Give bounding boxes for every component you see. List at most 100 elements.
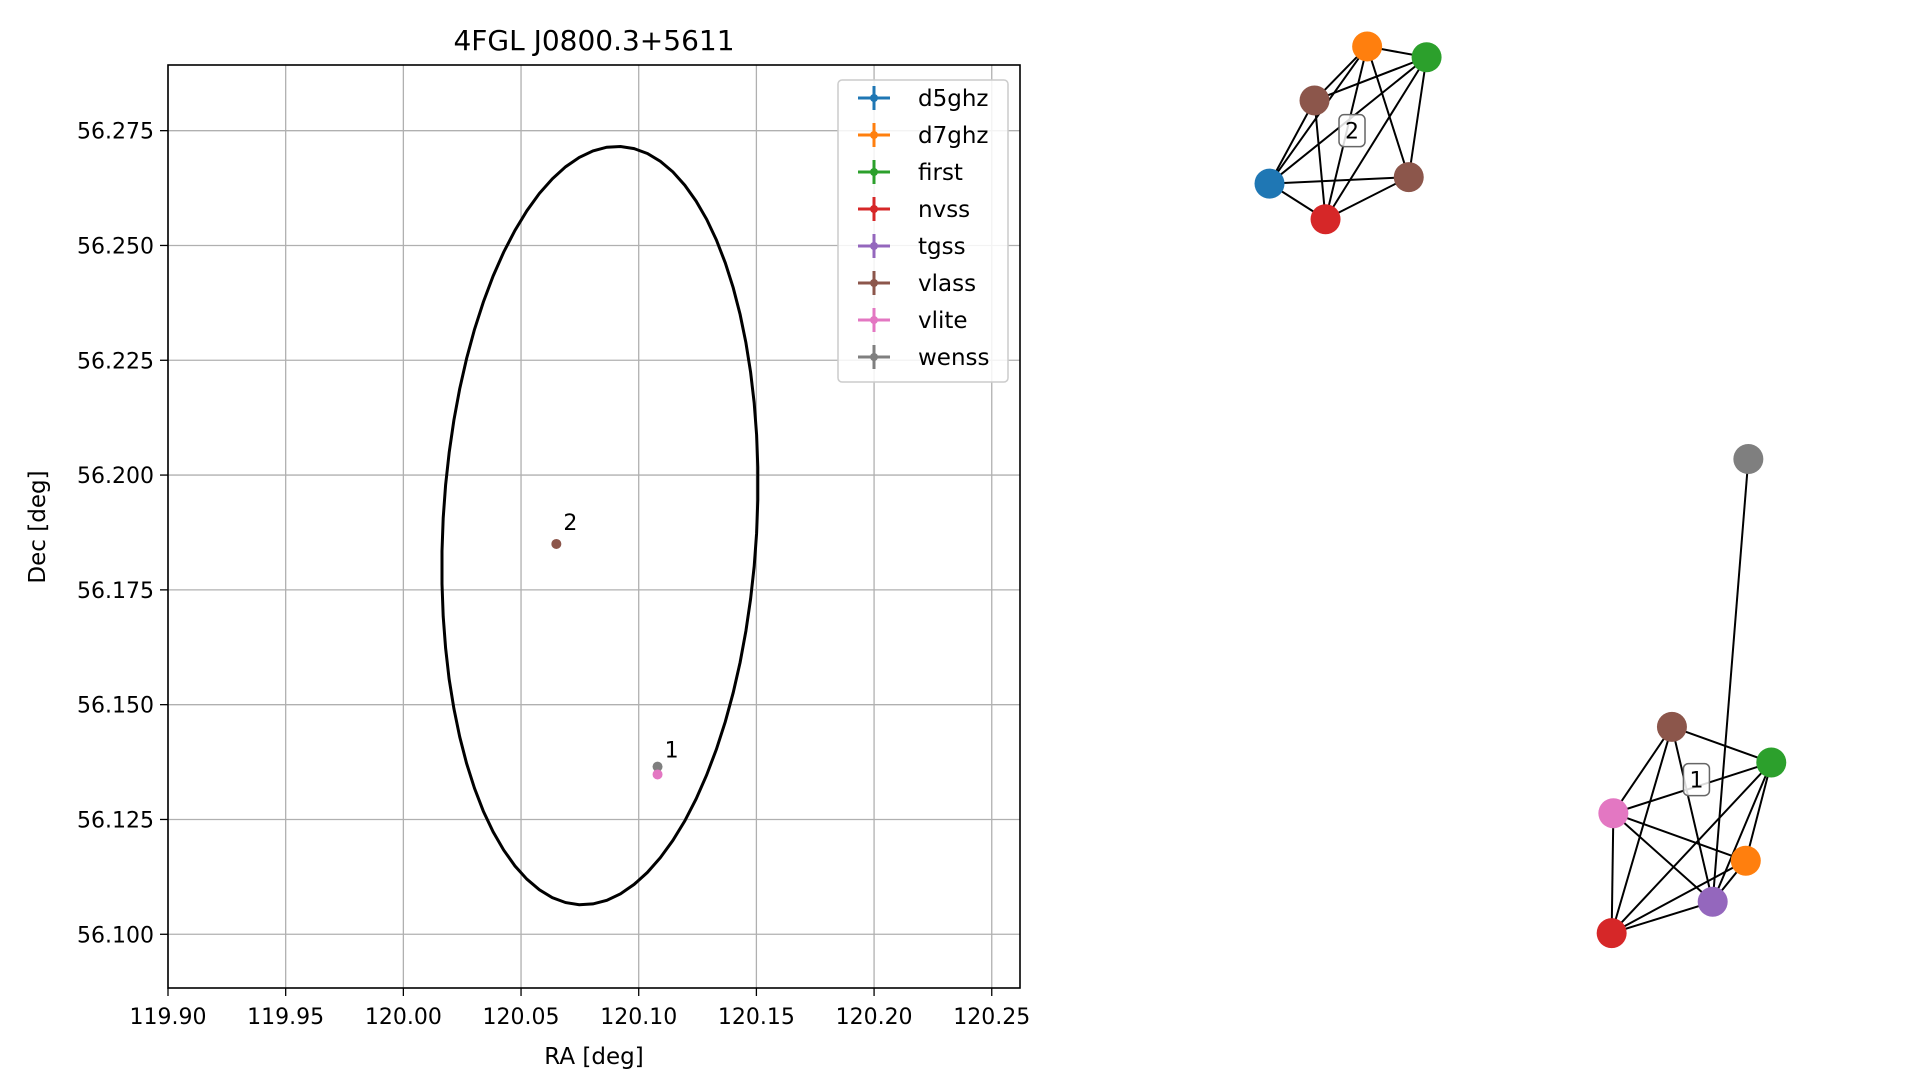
network-edge	[1313, 100, 1327, 220]
legend-marker-dot	[870, 168, 878, 176]
y-gridlines	[168, 130, 1020, 935]
legend-marker-dot	[870, 205, 878, 213]
network-edge	[1744, 762, 1773, 862]
point-annotation: 1	[665, 738, 679, 763]
y-tick-label: 56.225	[77, 349, 154, 374]
legend-marker-dot	[870, 242, 878, 250]
network-edge	[1610, 761, 1773, 934]
legend-entry-tgss: tgss	[858, 234, 966, 260]
cluster-label-text: 2	[1345, 120, 1359, 145]
y-tick-label: 56.100	[77, 923, 154, 948]
cluster-label-1: 1	[1682, 762, 1711, 797]
legend-entry-vlite: vlite	[858, 308, 968, 334]
point-annotation: 2	[563, 511, 577, 536]
x-tick-label: 119.95	[247, 1005, 324, 1030]
source-points	[551, 538, 663, 780]
legend-label: nvss	[918, 197, 970, 223]
legend-marker-dot	[870, 94, 878, 102]
legend-marker-dot	[870, 353, 878, 361]
x-axis-ticks: 119.90 119.95 120.00 120.05 120.10 120.15 120.…	[130, 988, 1030, 1030]
uncertainty-ellipse	[440, 144, 760, 907]
x-tick-label: 119.90	[130, 1005, 207, 1030]
legend-entry-nvss: nvss	[858, 197, 970, 223]
legend-label: vlite	[918, 308, 968, 334]
network-node-first	[1411, 42, 1442, 73]
network-edge	[1671, 725, 1772, 764]
network-edge	[1268, 45, 1368, 185]
network-edge	[1612, 812, 1714, 903]
legend-box	[837, 79, 1009, 383]
network-node-vlass	[1656, 711, 1687, 742]
legend-label: wenss	[918, 345, 990, 371]
legend-label: d7ghz	[918, 123, 988, 149]
network-edge	[1711, 762, 1773, 903]
y-axis-ticks: 56.100 56.125 56.150 56.175 56.200 56.225 56.2…	[77, 120, 168, 948]
legend-entry-d5ghz: d5ghz	[858, 86, 988, 112]
point-vlite	[652, 769, 663, 780]
network-edge	[1268, 99, 1316, 185]
legend-entry-wenss: wenss	[858, 345, 990, 371]
x-tick-label: 120.05	[483, 1005, 560, 1030]
legend-label: vlass	[918, 271, 976, 297]
network-node-nvss	[1310, 204, 1341, 235]
network-edge	[1611, 859, 1747, 935]
x-axis-label: RA [deg]	[544, 1044, 643, 1070]
legend-marker-dot	[870, 316, 878, 324]
network-node-vlass	[1393, 162, 1424, 193]
network-node-d7ghz	[1352, 31, 1383, 62]
cluster-label-box	[1338, 113, 1366, 148]
network-node-vlite	[1598, 798, 1629, 829]
legend-entry-vlass: vlass	[858, 271, 976, 297]
x-tick-label: 120.25	[953, 1005, 1030, 1030]
axes-frame	[167, 64, 1021, 989]
network-node-wenss	[1733, 444, 1764, 474]
point-vlass	[551, 538, 562, 549]
y-axis-label: Dec [deg]	[25, 470, 51, 583]
legend-entry-d7ghz: d7ghz	[858, 123, 988, 149]
network-edge	[1366, 46, 1410, 178]
point-annotations: 21	[563, 511, 678, 763]
x-tick-label: 120.00	[365, 1005, 442, 1030]
network-edge	[1610, 726, 1673, 934]
legend-marker-dot	[870, 279, 878, 287]
network-edges	[1268, 45, 1773, 935]
network-edge	[1670, 726, 1714, 903]
network-nodes	[1254, 31, 1787, 949]
match-network-graph: 21	[1254, 31, 1787, 949]
cluster-labels: 21	[1338, 113, 1711, 797]
cluster-label-box	[1682, 762, 1711, 797]
network-edge	[1269, 176, 1409, 185]
chart-title: 4FGL J0800.3+5611	[453, 24, 734, 57]
legend-label: d5ghz	[918, 86, 988, 112]
y-tick-label: 56.250	[77, 234, 154, 259]
network-edge	[1711, 458, 1750, 902]
network-edge	[1325, 176, 1410, 221]
network-node-d7ghz	[1730, 845, 1761, 876]
network-node-vlass	[1299, 85, 1330, 116]
network-edge	[1324, 56, 1428, 220]
network-node-tgss	[1697, 886, 1728, 917]
network-edge	[1407, 57, 1428, 178]
y-tick-label: 56.200	[77, 464, 154, 489]
cluster-label-2: 2	[1338, 113, 1366, 148]
legend-entry-first: first	[858, 160, 963, 186]
legend-label: tgss	[918, 234, 966, 260]
legend-label: first	[918, 160, 963, 186]
x-tick-label: 120.20	[836, 1005, 913, 1030]
network-edge	[1610, 813, 1615, 934]
network-edge	[1613, 812, 1747, 862]
point-wenss	[652, 761, 663, 772]
y-tick-label: 56.175	[77, 579, 154, 604]
network-node-nvss	[1596, 918, 1627, 949]
y-tick-label: 56.125	[77, 808, 154, 833]
x-tick-label: 120.15	[718, 1005, 795, 1030]
x-tick-label: 120.10	[600, 1005, 677, 1030]
network-node-d5ghz	[1254, 168, 1285, 199]
legend-marker-dot	[870, 131, 878, 139]
network-edge	[1612, 726, 1673, 814]
y-tick-label: 56.150	[77, 694, 154, 719]
legend: d5ghz d7ghz first nvss tgss vlass vlite wenss	[837, 79, 1009, 383]
network-edge	[1314, 56, 1427, 102]
y-tick-label: 56.275	[77, 120, 154, 145]
